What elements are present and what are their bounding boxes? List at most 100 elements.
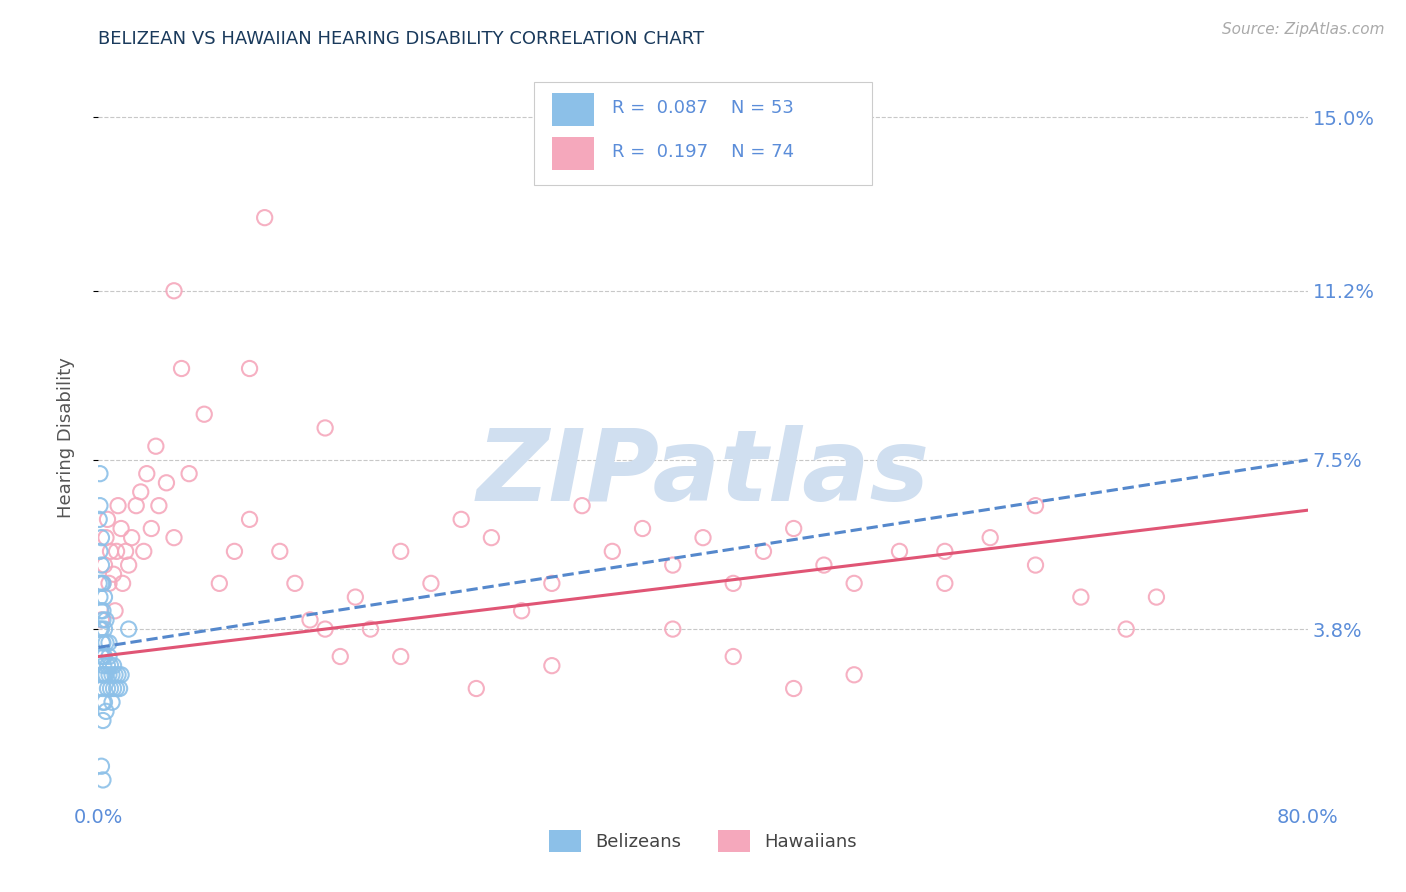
- Point: [389, 649, 412, 664]
- Point: [107, 499, 129, 513]
- Point: [125, 499, 148, 513]
- Point: [107, 667, 129, 681]
- Point: [89, 499, 111, 513]
- Point: [813, 558, 835, 573]
- Point: [98, 636, 121, 650]
- Point: [91, 772, 114, 787]
- Point: [100, 681, 122, 696]
- Point: [90, 576, 112, 591]
- Point: [93, 558, 115, 573]
- Text: BELIZEAN VS HAWAIIAN HEARING DISABILITY CORRELATION CHART: BELIZEAN VS HAWAIIAN HEARING DISABILITY …: [98, 29, 704, 47]
- Point: [752, 544, 775, 558]
- Point: [93, 658, 115, 673]
- Point: [299, 613, 322, 627]
- Point: [1115, 622, 1137, 636]
- Point: [89, 544, 111, 558]
- Point: [110, 667, 132, 681]
- Point: [844, 667, 866, 681]
- Point: [540, 658, 562, 673]
- Point: [105, 681, 128, 696]
- Point: [602, 544, 624, 558]
- Point: [314, 622, 336, 636]
- Point: [94, 531, 117, 545]
- Text: Source: ZipAtlas.com: Source: ZipAtlas.com: [1222, 22, 1385, 37]
- Point: [269, 544, 291, 558]
- Point: [118, 558, 141, 573]
- Point: [101, 667, 124, 681]
- Point: [93, 667, 115, 681]
- Point: [193, 407, 215, 421]
- Point: [91, 714, 114, 728]
- Point: [91, 667, 114, 681]
- Point: [145, 439, 167, 453]
- Point: [110, 521, 132, 535]
- Text: R =  0.197    N = 74: R = 0.197 N = 74: [613, 143, 794, 161]
- Point: [344, 590, 367, 604]
- Point: [89, 576, 111, 591]
- Point: [89, 622, 111, 636]
- Point: [155, 475, 177, 490]
- Point: [98, 667, 121, 681]
- Point: [1144, 590, 1167, 604]
- Point: [91, 636, 114, 650]
- Point: [91, 613, 114, 627]
- FancyBboxPatch shape: [551, 137, 595, 170]
- Point: [93, 622, 115, 636]
- Point: [111, 576, 134, 591]
- Point: [420, 576, 443, 591]
- Point: [540, 576, 562, 591]
- Point: [692, 531, 714, 545]
- Point: [96, 512, 118, 526]
- Point: [148, 499, 170, 513]
- Point: [135, 467, 157, 481]
- Point: [91, 576, 114, 591]
- Point: [103, 658, 125, 673]
- Point: [90, 649, 112, 664]
- Point: [98, 649, 121, 664]
- Point: [208, 576, 231, 591]
- Point: [94, 613, 117, 627]
- Point: [90, 667, 112, 681]
- Point: [91, 695, 114, 709]
- Point: [889, 544, 911, 558]
- Point: [1024, 558, 1046, 573]
- Point: [360, 622, 382, 636]
- Point: [104, 604, 127, 618]
- Point: [170, 361, 193, 376]
- Point: [90, 604, 112, 618]
- Point: [100, 658, 122, 673]
- Point: [329, 649, 352, 664]
- Point: [934, 576, 956, 591]
- Point: [631, 521, 654, 535]
- Point: [284, 576, 307, 591]
- Point: [661, 558, 683, 573]
- Point: [239, 361, 262, 376]
- Point: [179, 467, 201, 481]
- Point: [141, 521, 163, 535]
- Point: [91, 576, 114, 591]
- Point: [163, 531, 186, 545]
- Point: [89, 590, 111, 604]
- Point: [465, 681, 488, 696]
- Point: [96, 658, 118, 673]
- Point: [253, 211, 276, 225]
- Legend: Belizeans, Hawaiians: Belizeans, Hawaiians: [541, 823, 865, 860]
- Point: [98, 576, 121, 591]
- Point: [934, 544, 956, 558]
- Point: [314, 421, 336, 435]
- Point: [90, 759, 112, 773]
- Point: [571, 499, 593, 513]
- Point: [723, 576, 745, 591]
- Point: [783, 681, 806, 696]
- Point: [101, 695, 124, 709]
- Point: [114, 544, 136, 558]
- Point: [723, 649, 745, 664]
- Point: [118, 622, 141, 636]
- Point: [844, 576, 866, 591]
- Point: [91, 681, 114, 696]
- Point: [94, 705, 117, 719]
- Point: [129, 485, 152, 500]
- Point: [389, 544, 412, 558]
- Point: [224, 544, 246, 558]
- Point: [90, 531, 112, 545]
